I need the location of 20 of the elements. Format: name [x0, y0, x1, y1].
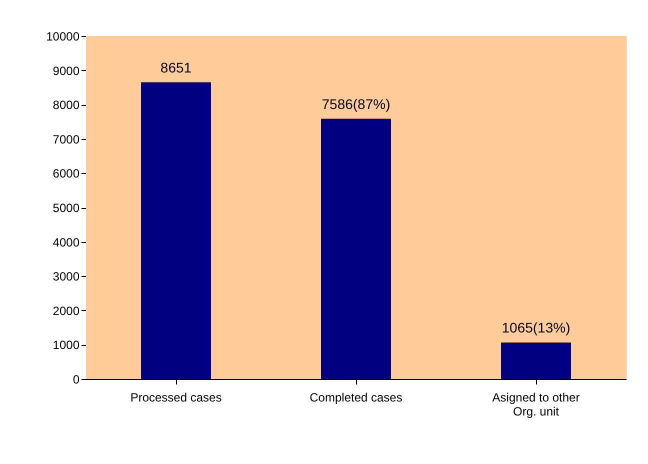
bar — [141, 82, 211, 379]
y-tick-label: 2000 — [52, 304, 80, 318]
data-label: 7586(87%) — [322, 96, 390, 112]
bar — [321, 118, 391, 379]
x-tick-label: Asigned to other Org. unit — [492, 390, 580, 418]
bar — [501, 342, 571, 379]
x-tick-label: Completed cases — [310, 390, 402, 404]
data-label: 1065(13%) — [502, 319, 570, 336]
y-tick-label: 7000 — [52, 132, 80, 146]
y-tick-label: 1000 — [52, 338, 80, 352]
y-tick-label: 9000 — [52, 64, 80, 78]
y-tick-label: 8000 — [52, 98, 80, 112]
x-tick-label: Processed cases — [130, 390, 222, 404]
y-tick-label: 10000 — [46, 30, 80, 44]
y-tick-label: 0 — [72, 372, 80, 386]
y-tick-label: 5000 — [52, 201, 80, 215]
y-tick-label: 3000 — [52, 270, 80, 284]
data-label: 8651 — [160, 59, 192, 76]
y-tick-label: 6000 — [52, 166, 80, 181]
y-tick-label: 4000 — [52, 235, 80, 250]
